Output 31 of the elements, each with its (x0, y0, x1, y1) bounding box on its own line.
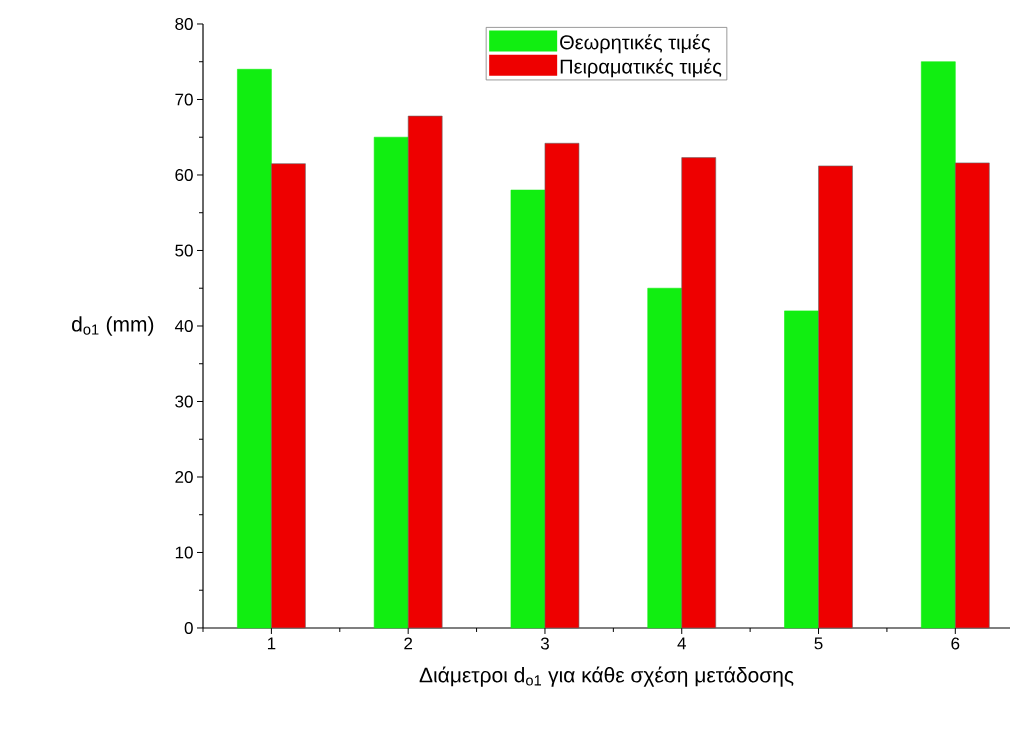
legend-label: Πειραματικές τιμές (560, 58, 722, 78)
y-tick-label: 0 (184, 621, 193, 635)
y-axis-title: d$_{o1}$ (mm) (72, 316, 154, 336)
y-tick-label: 60 (175, 168, 193, 182)
y-tick-label: 30 (175, 395, 193, 408)
x-tick-label: 2 (404, 637, 413, 650)
bar (510, 189, 546, 629)
bar (373, 136, 409, 629)
y-tick-label: 20 (175, 470, 193, 484)
y-tick-label: 50 (175, 244, 193, 257)
bar (681, 157, 717, 629)
bar (955, 162, 990, 629)
bar (784, 310, 819, 629)
y-tick-label: 40 (174, 319, 193, 333)
x-tick-label: 1 (267, 637, 276, 650)
y-tick-label: 70 (175, 93, 193, 106)
bar (271, 163, 306, 629)
bar (544, 142, 580, 629)
bar (407, 115, 443, 629)
bar (237, 68, 272, 629)
y-tick-label: 80 (175, 17, 193, 31)
legend-label: Θεωρητικές τιμές (560, 34, 711, 54)
bar (647, 287, 683, 629)
bar (921, 61, 956, 629)
x-tick-label: 5 (814, 637, 823, 650)
y-tick-label: 10 (175, 546, 193, 559)
bar (818, 165, 853, 629)
x-axis-title: Διάμετροι d$_{o1}$ για κάθε σχέση μετάδοσης (419, 666, 794, 687)
x-tick-label: 6 (951, 637, 960, 650)
x-tick-label: 4 (677, 637, 686, 650)
x-tick-label: 3 (540, 637, 549, 650)
